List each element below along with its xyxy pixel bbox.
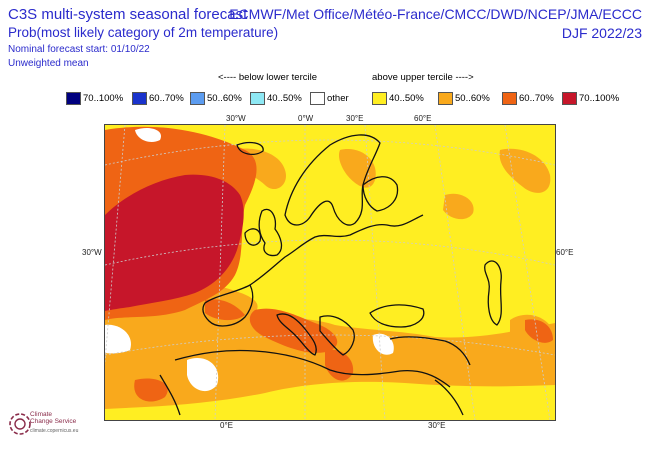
caspian-coast [484,260,502,326]
legend-swatch [502,92,517,105]
legend-swatch [190,92,205,105]
axis-label-left: 30°W [82,248,102,257]
meridian-line [434,125,476,420]
scandinavia-patch [338,149,376,188]
britain-coast [258,208,283,257]
north-africa-patch [134,378,168,402]
legend-item: 70..100% [562,92,619,105]
axis-label-top: 60°E [414,114,432,123]
map-canvas [105,125,555,420]
western-med-patch [249,308,338,353]
climate-change-service-logo [8,408,128,448]
axis-label-bottom: 0°E [220,421,233,430]
north-africa-coast [174,349,451,388]
greenland-white-patch [135,128,161,142]
legend-below-label: <---- below lower tercile [218,72,317,83]
scandinavia-coast [284,134,381,226]
axis-label-right: 60°E [556,248,574,257]
legend-item: 40..50% [372,92,424,105]
legend-item: 70..100% [66,92,123,105]
weighting-note: Unweighted mean [8,58,89,69]
providers-list: ECMWF/Met Office/Météo-France/CMCC/DWD/N… [229,6,642,22]
legend-label: 50..60% [455,93,490,104]
atlantic-hot-core [105,174,244,311]
graticule [105,125,555,420]
map-title: C3S multi-system seasonal forecast [8,6,248,23]
logo-icon [9,413,31,435]
legend-item: 40..50% [250,92,302,105]
other-regions [105,128,394,392]
prob-50-60-regions [105,148,555,409]
legend-label: 40..50% [389,93,424,104]
legend-swatch [132,92,147,105]
red-sea-coast [434,379,464,416]
northeast-patch [499,148,551,193]
central-med-patch [325,349,354,381]
southern-belt [105,243,555,409]
legend-label: 70..100% [83,93,124,104]
italy-coast [276,313,317,356]
balkans-coast [319,315,355,356]
legend-swatch [438,92,453,105]
meridian-line [364,125,386,420]
legend-item: 60..70% [132,92,184,105]
legend-label: 50..60% [207,93,242,104]
prob-70-100-regions [105,174,244,311]
legend-item: 50..60% [438,92,490,105]
atlantic-white-patch [105,324,131,354]
legend-swatch [372,92,387,105]
legend-swatch [310,92,325,105]
legend-label: other [327,93,349,104]
legend-item: 60..70% [502,92,554,105]
meridian-line [105,125,126,366]
axis-label-top: 30°E [346,114,364,123]
logo-line-2: Change Service [30,418,77,425]
axis-label-top: 30°W [226,114,246,123]
legend-swatch [562,92,577,105]
russia-patch [443,193,474,220]
legend-label: 60..70% [519,93,554,104]
sahara-white-patch [187,357,219,392]
ireland-coast [244,228,262,246]
east-patch [525,319,553,343]
axis-label-top: 0°W [298,114,314,123]
logo-line-1: Climate [30,411,53,418]
finland-coast [362,176,399,212]
legend-swatch [66,92,81,105]
forecast-map [104,124,556,421]
legend-above-label: above upper tercile ----> [372,72,474,83]
africa-west-coast [159,374,181,416]
map-subtitle: Prob(most likely category of 2m temperat… [8,25,279,40]
legend-label: 70..100% [579,93,620,104]
greece-white-patch [372,333,394,355]
legend-item: 50..60% [190,92,242,105]
meridian-line [504,125,551,420]
iceland-coast [236,141,264,156]
season-label: DJF 2022/23 [561,25,642,41]
biscay-patch [205,299,245,321]
turkey-coast [389,336,471,366]
black-sea-coast [369,304,425,328]
meridian-line [214,125,226,420]
legend-swatch [250,92,265,105]
legend-label: 60..70% [149,93,184,104]
axis-label-bottom: 30°E [428,421,446,430]
nominal-forecast-start: Nominal forecast start: 01/10/22 [8,44,150,55]
iberia-coast [202,284,254,327]
legend-label: 40..50% [267,93,302,104]
europe-north-coast [249,214,424,286]
coastlines [159,134,502,416]
logo-url: climate.copernicus.eu [30,428,79,434]
legend-item: other [310,92,349,105]
